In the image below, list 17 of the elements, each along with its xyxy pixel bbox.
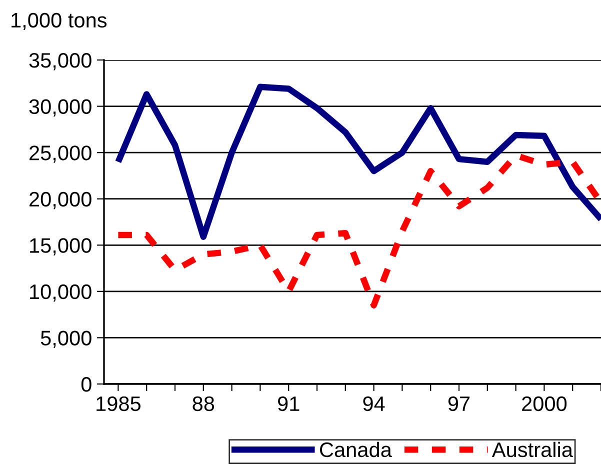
x-tick-label: 88 xyxy=(192,396,214,412)
x-tick-label: 97 xyxy=(448,396,470,412)
y-tick-label: 30,000 xyxy=(29,99,92,116)
y-axis-title: 1,000 tons xyxy=(12,12,107,30)
y-tick-label: 25,000 xyxy=(30,146,92,163)
y-tick-label: 20,000 xyxy=(30,192,92,210)
x-tick-label: 94 xyxy=(363,396,385,412)
y-tick-label: 5,000 xyxy=(40,330,92,348)
x-tick-label: 91 xyxy=(278,396,300,412)
x-tick-label: 2000 xyxy=(522,396,567,412)
x-tick-label: 1985 xyxy=(96,396,140,412)
y-tick-label: 0 xyxy=(81,377,92,392)
y-tick-label: 10,000 xyxy=(30,284,92,302)
legend-label: Australia xyxy=(492,442,573,458)
legend-label: Canada xyxy=(320,442,392,458)
y-tick-label: 35,000 xyxy=(29,53,92,70)
y-tick-label: 15,000 xyxy=(30,238,92,256)
